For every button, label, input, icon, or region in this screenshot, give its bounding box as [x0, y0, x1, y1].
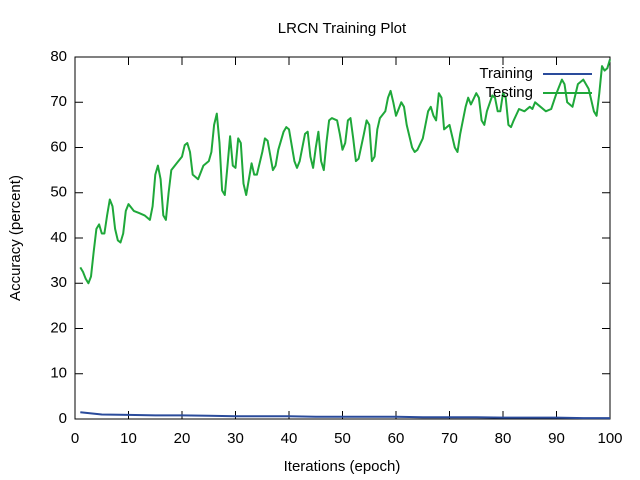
x-tick-label: 40 — [281, 430, 298, 447]
legend-label: Testing — [485, 84, 533, 101]
y-tick-label: 0 — [59, 410, 67, 427]
x-tick-label: 0 — [71, 430, 79, 447]
y-axis-label: Accuracy (percent) — [7, 175, 24, 301]
x-axis-label: Iterations (epoch) — [284, 458, 401, 475]
x-tick-label: 20 — [174, 430, 191, 447]
x-tick-label: 50 — [334, 430, 351, 447]
y-tick-label: 40 — [50, 229, 67, 246]
plot-border — [74, 56, 611, 420]
x-tick-label: 70 — [441, 430, 458, 447]
legend-label: Training — [479, 65, 533, 82]
x-tick-label: 30 — [227, 430, 244, 447]
y-tick-label: 10 — [50, 365, 67, 382]
y-tick-label: 60 — [50, 138, 67, 155]
y-tick-label: 80 — [50, 48, 67, 65]
x-tick-label: 10 — [120, 430, 137, 447]
y-tick-label: 30 — [50, 274, 67, 291]
x-tick-label: 90 — [548, 430, 565, 447]
line-series — [79, 59, 611, 285]
y-tick-label: 50 — [50, 184, 67, 201]
y-tick-label: 70 — [50, 93, 67, 110]
y-tick-label: 20 — [50, 319, 67, 336]
x-tick-label: 80 — [495, 430, 512, 447]
x-tick-label: 100 — [597, 430, 622, 447]
x-tick-label: 60 — [388, 430, 405, 447]
line-series — [80, 411, 610, 420]
chart-title: LRCN Training Plot — [278, 20, 407, 37]
